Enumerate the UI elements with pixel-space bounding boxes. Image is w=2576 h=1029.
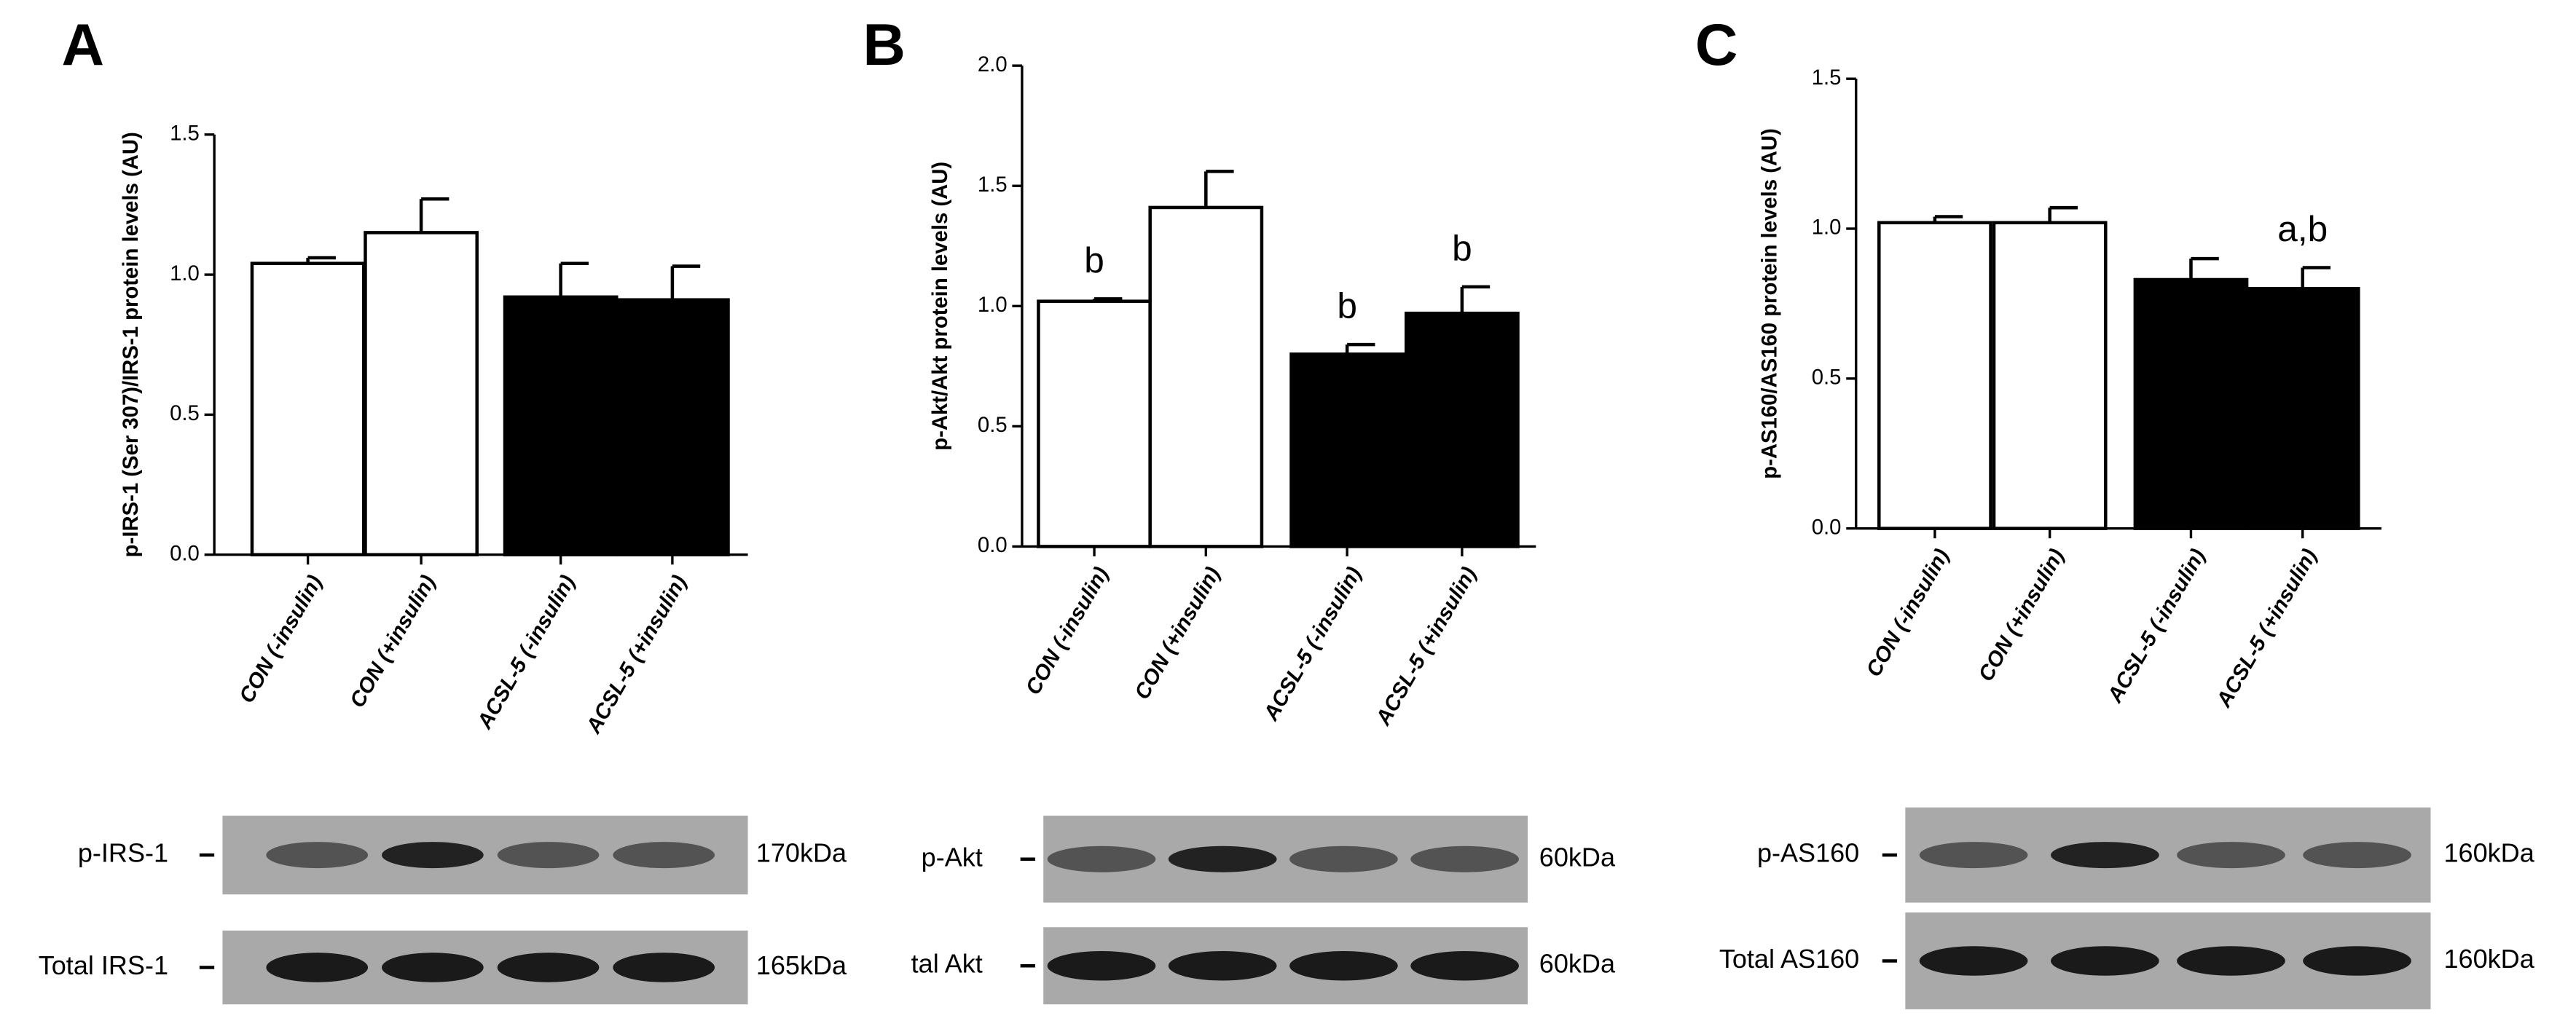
bar — [1405, 311, 1520, 548]
blot-band — [1410, 950, 1519, 981]
x-tick-label: ACSL-5 (+insulin) — [1371, 563, 1482, 730]
bar — [2245, 287, 2360, 530]
bar — [1289, 352, 1405, 548]
x-tick-label: CON (+insulin) — [1974, 545, 2069, 685]
x-tick-label: ACSL-5 (-insulin) — [1259, 563, 1367, 725]
blot-band — [1168, 845, 1277, 872]
blot-label: p-Akt — [922, 842, 983, 872]
blot-band — [382, 953, 484, 982]
blot-band — [2051, 842, 2159, 869]
bar — [2133, 277, 2249, 530]
x-tick-label: CON (-insulin) — [1861, 545, 1954, 681]
blot-band — [2177, 946, 2285, 976]
blot-size: 160kDa — [2444, 838, 2535, 868]
y-tick-label: 1.0 — [1812, 216, 1842, 240]
blot-label: Total AS160 — [1719, 944, 1859, 974]
blot-label: tal Akt — [911, 949, 983, 979]
y-tick-label: 0.0 — [978, 533, 1008, 557]
y-tick-label: 1.0 — [170, 261, 200, 285]
blot-label: p-AS160 — [1757, 838, 1859, 868]
y-axis-label: p-AS160/AS160 protein levels (AU) — [1757, 128, 1781, 479]
bar — [1148, 205, 1264, 548]
blot-size: 165kDa — [756, 950, 847, 980]
blot-band — [1289, 950, 1398, 981]
blot-band — [613, 842, 715, 869]
blot-band — [266, 842, 369, 869]
blot-band — [2303, 842, 2411, 869]
blot-band — [613, 953, 715, 982]
bar — [1037, 299, 1152, 548]
panel-letter: C — [1695, 12, 1738, 78]
blot-band — [2177, 842, 2285, 869]
y-tick-label: 0.0 — [1812, 515, 1842, 539]
x-tick-label: ACSL-5 (+insulin) — [581, 571, 692, 738]
y-axis-label: p-Akt/Akt protein levels (AU) — [928, 162, 952, 451]
bar-annotation: b — [1337, 285, 1357, 326]
y-tick-label: 1.0 — [978, 293, 1008, 317]
x-tick-label: CON (+insulin) — [345, 571, 441, 711]
y-tick-label: 0.5 — [170, 401, 200, 425]
x-tick-label: CON (-insulin) — [235, 571, 327, 707]
blot-band — [1919, 842, 2028, 869]
y-tick-label: 1.5 — [170, 122, 200, 146]
blot-band — [1047, 950, 1156, 981]
blot-label: Total IRS-1 — [39, 950, 168, 980]
bar — [615, 298, 730, 556]
blot-size: 60kDa — [1539, 949, 1616, 979]
blot-band — [1919, 946, 2028, 976]
blot-size: 60kDa — [1539, 842, 1616, 872]
bar-annotation: b — [1084, 240, 1104, 280]
blot-size: 160kDa — [2444, 944, 2535, 974]
y-tick-label: 1.5 — [1812, 66, 1842, 90]
blot-band — [1289, 845, 1398, 872]
bar — [503, 295, 619, 556]
blot-band — [497, 953, 600, 982]
panel-letter: A — [62, 12, 105, 78]
bar-annotation: a,b — [2277, 208, 2328, 249]
blot-band — [1168, 950, 1277, 981]
blot-size: 170kDa — [756, 838, 847, 868]
x-tick-label: ACSL-5 (-insulin) — [472, 571, 580, 733]
blot-label: p-IRS-1 — [78, 838, 168, 868]
panel-letter: B — [863, 12, 906, 78]
x-tick-label: ACSL-5 (-insulin) — [2102, 545, 2210, 707]
blot-band — [1410, 845, 1519, 872]
bar — [1992, 221, 2108, 530]
y-tick-label: 1.5 — [978, 173, 1008, 197]
x-tick-label: ACSL-5 (+insulin) — [2211, 545, 2322, 711]
blot-band — [266, 953, 369, 982]
blot-band — [382, 842, 484, 869]
blot-band — [497, 842, 600, 869]
x-tick-label: CON (+insulin) — [1130, 563, 1225, 703]
bar — [364, 231, 479, 556]
y-axis-label: p-IRS-1 (Ser 307)/IRS-1 protein levels (… — [119, 132, 143, 557]
blot-band — [1047, 845, 1156, 872]
y-tick-label: 0.5 — [1812, 366, 1842, 390]
y-tick-label: 2.0 — [978, 52, 1008, 76]
blot-band — [2303, 946, 2411, 976]
bar — [250, 261, 366, 556]
bar-annotation: b — [1452, 227, 1472, 268]
bar — [1877, 221, 1992, 530]
blot-band — [2051, 946, 2159, 976]
y-tick-label: 0.5 — [978, 413, 1008, 437]
y-tick-label: 0.0 — [170, 541, 200, 565]
x-tick-label: CON (-insulin) — [1021, 563, 1113, 699]
